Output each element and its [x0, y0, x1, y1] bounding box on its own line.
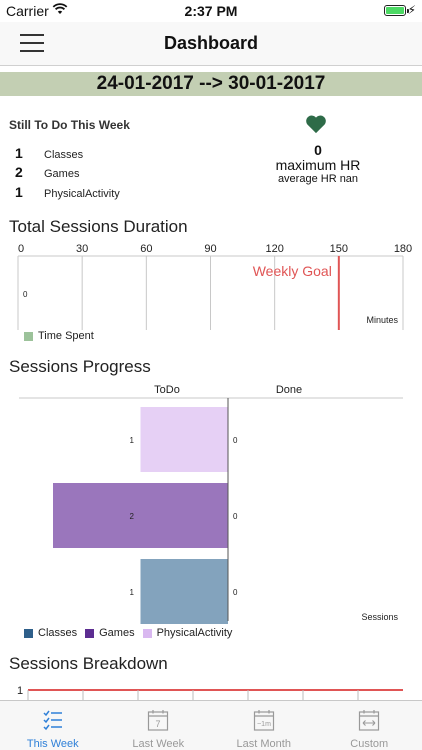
weekly-goal-label: Weekly Goal: [253, 263, 332, 279]
todo-label: Games: [44, 168, 80, 180]
done-value-label: 0: [233, 436, 238, 445]
x-tick-label: 180: [394, 243, 412, 255]
duration-chart-svg: 0 30 60 90 120 150 180 0 Weekly Goal Minutes: [17, 243, 412, 330]
status-bar: Carrier 2:37 PM ⚡: [0, 0, 422, 22]
legend-label: Classes: [38, 627, 78, 639]
calendar-7-icon: 7: [148, 710, 169, 731]
progress-chart-svg: ToDo Done 1 0 2 0 1 0 Sessions: [19, 384, 403, 624]
max-hr-value: 0: [314, 142, 322, 158]
hamburger-menu-icon[interactable]: [20, 34, 44, 52]
tab-last-month[interactable]: ~1m Last Month: [211, 701, 317, 750]
done-value-label: 0: [233, 588, 238, 597]
legend-swatch: [142, 628, 152, 638]
legend-label: Games: [99, 627, 135, 639]
battery-icon: [384, 5, 409, 16]
date-range-banner: 24-01-2017 --> 30-01-2017: [0, 72, 422, 96]
todo-bar: [140, 407, 228, 472]
x-tick-label: 90: [204, 243, 216, 255]
breakdown-section-title: Sessions Breakdown: [9, 654, 168, 673]
calendar-range-icon: [359, 710, 380, 731]
breakdown-chart-svg: 1: [17, 685, 403, 700]
y-category-label: 0: [23, 290, 28, 299]
legend-swatch: [85, 628, 95, 638]
todo-label: PhysicalActivity: [44, 188, 120, 200]
clock: 2:37 PM: [184, 3, 238, 19]
heart-icon: [306, 115, 326, 134]
breakdown-y-tick: 1: [17, 685, 23, 697]
tab-last-week[interactable]: 7 Last Week: [106, 701, 212, 750]
done-value-label: 0: [233, 512, 238, 521]
breakdown-chart: 1: [0, 680, 422, 705]
x-tick-label: 0: [18, 243, 24, 255]
column-header: ToDo: [154, 384, 180, 396]
x-tick-label: 150: [330, 243, 348, 255]
x-tick-label: 60: [140, 243, 152, 255]
todo-heading: Still To Do This Week: [9, 118, 130, 132]
legend-swatch: [24, 628, 33, 638]
todo-value-label: 1: [130, 436, 135, 445]
column-header: Done: [276, 384, 302, 396]
tab-label: Custom: [350, 738, 389, 750]
svg-text:~1m: ~1m: [257, 721, 271, 728]
average-hr-label: average HR nan: [277, 173, 359, 185]
todo-bar: [53, 483, 228, 548]
calendar-1m-icon: ~1m: [253, 710, 274, 731]
navigation-bar: Dashboard: [0, 22, 422, 66]
legend-swatch: [24, 331, 33, 341]
todo-value-label: 1: [130, 588, 135, 597]
x-tick-label: 120: [265, 243, 283, 255]
todo-count: 2: [15, 164, 23, 180]
todo-item: 2 Games: [15, 164, 79, 182]
checklist-icon: [43, 710, 62, 731]
tab-custom[interactable]: Custom: [317, 701, 422, 750]
svg-text:7: 7: [156, 719, 161, 729]
todo-label: Classes: [44, 149, 84, 161]
todo-item: 1 Classes: [15, 145, 83, 163]
page-title: Dashboard: [163, 33, 259, 53]
x-axis-label: Minutes: [366, 315, 398, 325]
x-axis-label: Sessions: [361, 612, 398, 622]
progress-section-title: Sessions Progress: [9, 357, 151, 376]
duration-chart: 0 30 60 90 120 150 180 0 Weekly Goal Minutes: [0, 240, 422, 337]
legend-label: PhysicalActivity: [156, 627, 233, 639]
todo-bar: [140, 559, 228, 624]
wifi-icon: [52, 3, 68, 14]
todo-count: 1: [15, 145, 23, 161]
charging-icon: ⚡: [407, 3, 416, 17]
progress-chart: ToDo Done 1 0 2 0 1 0 Sessions: [0, 380, 422, 629]
todo-value-label: 2: [130, 512, 135, 521]
tab-this-week[interactable]: This Week: [0, 701, 106, 750]
legend-label: Time Spent: [38, 330, 94, 342]
todo-count: 1: [15, 184, 23, 200]
tab-bar: This Week 7 Last Week ~1m Last Month: [0, 700, 422, 750]
max-hr-label: maximum HR: [275, 157, 361, 173]
tab-label: Last Month: [236, 738, 291, 750]
todo-item: 1 PhysicalActivity: [15, 184, 120, 202]
x-tick-label: 30: [76, 243, 88, 255]
duration-section-title: Total Sessions Duration: [9, 217, 188, 236]
tab-label: This Week: [26, 738, 79, 750]
carrier-label: Carrier: [6, 3, 49, 19]
tab-label: Last Week: [132, 738, 185, 750]
duration-legend: Time Spent: [24, 330, 102, 342]
progress-legend: Classes Games PhysicalActivity: [24, 627, 240, 639]
